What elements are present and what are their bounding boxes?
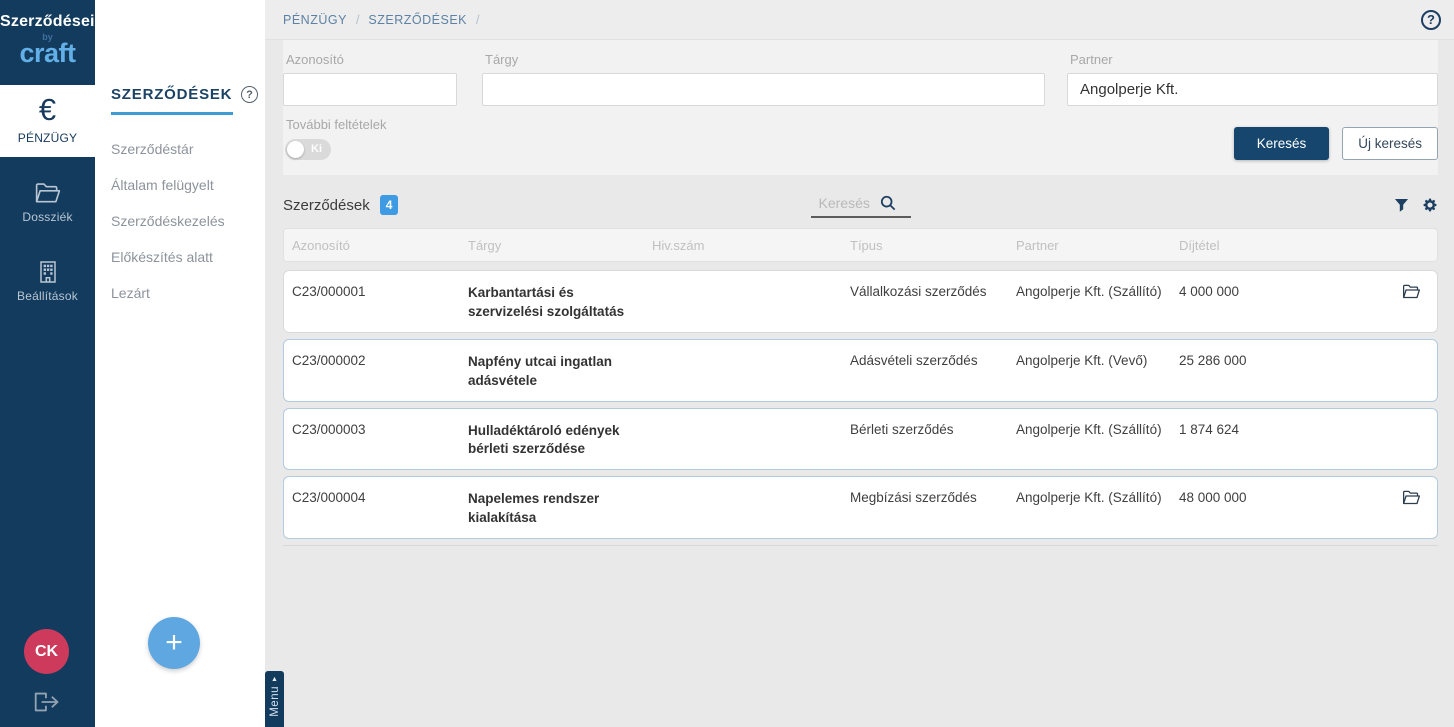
logo-title: Szerződéseim xyxy=(0,13,110,30)
user-avatar[interactable]: CK xyxy=(24,629,69,674)
cell-type: Megbízási szerződés xyxy=(850,490,977,506)
breadcrumb: PÉNZÜGY / SZERZŐDÉSEK / ? xyxy=(265,0,1454,40)
cell-ref xyxy=(652,422,850,460)
table-search-input[interactable]: Keresés xyxy=(810,195,911,218)
sidebar-title: SZERZŐDÉSEK ? xyxy=(111,86,259,115)
sidebar-item-elokeszites-alatt[interactable]: Előkészítés alatt xyxy=(111,249,213,265)
logo-by: by xyxy=(42,32,53,42)
primary-nav-rail: Szerződéseim by craft € PÉNZÜGY Dossziék xyxy=(0,0,110,727)
nav-item-beallitasok[interactable]: Beállítások xyxy=(0,250,95,315)
cell-id: C23/000004 xyxy=(292,490,366,506)
cell-ref xyxy=(652,490,850,528)
main-content: PÉNZÜGY / SZERZŐDÉSEK / ? Azonosító Tárg… xyxy=(265,0,1454,727)
cell-partner: Angolperje Kft. (Vevő) xyxy=(1016,352,1148,368)
col-header-azonosito: Azonosító xyxy=(292,237,350,253)
cell-partner: Angolperje Kft. (Szállító) xyxy=(1016,421,1162,437)
sidebar-item-lezart[interactable]: Lezárt xyxy=(111,285,150,301)
building-icon xyxy=(0,259,95,285)
contracts-table: Szerződések 4 Keresés xyxy=(265,192,1454,547)
sidebar-item-szerzodestar[interactable]: Szerződéstár xyxy=(111,141,194,157)
search-filter-panel: Azonosító Tárgy Partner További feltétel… xyxy=(283,40,1438,175)
plus-icon: + xyxy=(165,626,183,659)
menu-tab-label: Menu xyxy=(268,686,281,717)
sidebar-item-altalam-felugyelt[interactable]: Általam felügyelt xyxy=(111,177,214,193)
col-header-targy: Tárgy xyxy=(468,237,502,253)
azonosito-input[interactable] xyxy=(283,73,457,106)
result-count-badge: 4 xyxy=(379,195,399,215)
page-help-icon[interactable]: ? xyxy=(1421,9,1441,30)
cell-subject: Napelemes rendszer kialakítása xyxy=(468,491,600,526)
table-row[interactable]: C23/000002 Napfény utcai ingatlan adásvé… xyxy=(283,338,1438,402)
app-logo[interactable]: Szerződéseim by craft xyxy=(0,0,110,85)
cell-id: C23/000001 xyxy=(292,284,366,299)
targy-label: Tárgy xyxy=(485,52,519,67)
cell-subject: Hulladéktároló edények bérleti szerződés… xyxy=(468,422,620,457)
col-header-hivszam: Hiv.szám xyxy=(652,237,705,253)
nav-item-label: Dossziék xyxy=(22,209,73,224)
toggle-state-label: Ki xyxy=(311,142,322,155)
table-bottom-divider xyxy=(283,545,1438,547)
breadcrumb-separator: / xyxy=(476,12,480,27)
sidebar-title-label: SZERZŐDÉSEK xyxy=(111,86,233,103)
search-button[interactable]: Keresés xyxy=(1233,127,1330,160)
cell-id: C23/000003 xyxy=(292,421,366,437)
cell-partner: Angolperje Kft. (Szállító) xyxy=(1016,490,1162,506)
partner-label: Partner xyxy=(1070,52,1113,67)
tovabbi-feltetelek-toggle[interactable]: Ki xyxy=(285,139,331,160)
sidebar-menu: Szerződéstár Általam felügyelt Szerződés… xyxy=(95,131,265,311)
cell-fee: 4 000 000 xyxy=(1179,284,1240,299)
add-contract-button[interactable]: + xyxy=(148,617,200,669)
nav-item-dossziek[interactable]: Dossziék xyxy=(0,171,95,236)
cell-partner: Angolperje Kft. (Szállító) xyxy=(1016,284,1162,299)
sidebar-help-icon[interactable]: ? xyxy=(241,86,259,103)
cell-id: C23/000002 xyxy=(292,352,366,368)
cell-type: Adásvételi szerződés xyxy=(850,352,978,368)
cell-fee: 1 874 624 xyxy=(1179,421,1240,437)
breadcrumb-penzugy[interactable]: PÉNZÜGY xyxy=(283,12,347,27)
cell-subject: Karbantartási és szervizelési szolgáltat… xyxy=(468,285,625,319)
filter-icon[interactable] xyxy=(1394,198,1409,213)
table-row[interactable]: C23/000004 Napelemes rendszer kialakítás… xyxy=(283,476,1438,540)
azonosito-label: Azonosító xyxy=(286,52,344,67)
cell-fee: 25 286 000 xyxy=(1179,352,1247,368)
nav-item-penzugy[interactable]: € PÉNZÜGY xyxy=(0,85,95,157)
cell-fee: 48 000 000 xyxy=(1179,490,1247,506)
folder-open-icon[interactable] xyxy=(1402,490,1437,528)
cell-ref xyxy=(652,353,850,391)
cell-type: Vállalkozási szerződés xyxy=(850,284,987,299)
breadcrumb-szerzodesek[interactable]: SZERZŐDÉSEK xyxy=(368,12,467,27)
cell-subject: Napfény utcai ingatlan adásvétele xyxy=(468,353,613,388)
col-header-tipus: Típus xyxy=(850,237,883,253)
cell-ref xyxy=(652,284,850,322)
cell-type: Bérleti szerződés xyxy=(850,421,954,437)
breadcrumb-separator: / xyxy=(355,12,360,27)
folder-open-icon[interactable] xyxy=(1402,284,1437,322)
menu-collapse-tab[interactable]: ▲ Menu xyxy=(265,671,284,727)
col-header-partner: Partner xyxy=(1016,237,1059,253)
sidebar-item-szerzodeskezeles[interactable]: Szerződéskezelés xyxy=(111,213,225,229)
toggle-knob xyxy=(287,141,304,158)
folder-open-icon xyxy=(0,180,95,206)
tovabbi-feltetelek-label: További feltételek xyxy=(286,117,387,132)
gear-icon[interactable] xyxy=(1422,197,1438,213)
targy-input[interactable] xyxy=(482,73,1045,106)
new-search-button[interactable]: Új keresés xyxy=(1342,127,1438,160)
nav-item-label: Beállítások xyxy=(17,288,78,303)
partner-input[interactable] xyxy=(1067,73,1438,106)
logout-icon[interactable] xyxy=(33,691,61,713)
table-row[interactable]: C23/000003 Hulladéktároló edények bérlet… xyxy=(283,407,1438,471)
euro-icon: € xyxy=(38,92,57,127)
col-header-dijtetel: Díjtétel xyxy=(1179,237,1220,253)
collapse-arrow-icon: ▲ xyxy=(271,676,278,683)
table-row[interactable]: C23/000001 Karbantartási és szervizelési… xyxy=(283,270,1438,333)
logo-brand: craft xyxy=(19,38,76,68)
table-title: Szerződések xyxy=(283,196,370,214)
contracts-sidebar: SZERZŐDÉSEK ? Szerződéstár Általam felüg… xyxy=(95,0,265,727)
search-icon xyxy=(880,195,896,211)
table-search-placeholder: Keresés xyxy=(818,195,870,211)
nav-item-label: PÉNZÜGY xyxy=(17,130,78,145)
table-header-row: Azonosító Tárgy Hiv.szám Típus Partner D… xyxy=(283,228,1438,262)
